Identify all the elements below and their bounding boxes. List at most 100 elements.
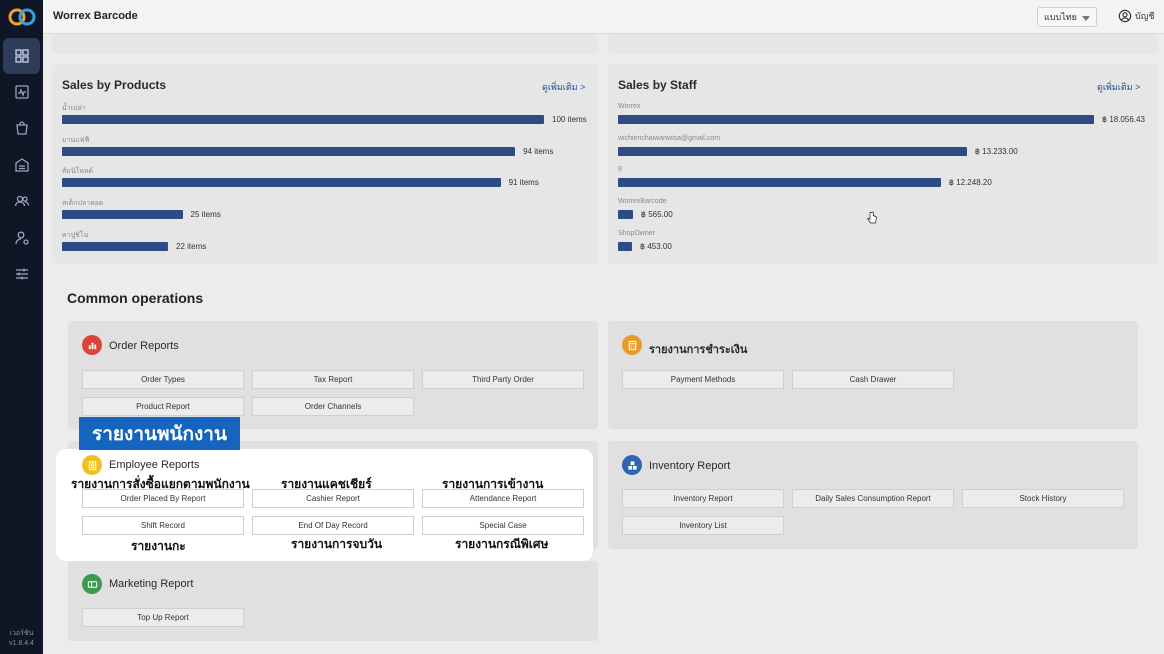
product-report-button[interactable]: Product Report	[82, 397, 244, 416]
user-gear-icon	[14, 231, 29, 245]
overlay-caption: รายงานการสั่งซื้อแยกตามพนักงาน	[71, 477, 250, 491]
sales-by-staff-see-more[interactable]: ดูเพิ่มเติม >	[1097, 82, 1141, 92]
product-value: 91 items	[508, 178, 539, 188]
staff-bar	[618, 178, 941, 188]
marketing-report-card	[68, 561, 598, 641]
staff-value: ฿ 13.233.00	[974, 146, 1018, 156]
staff-label: wichienchaiwanwisa@gmail.com	[618, 134, 721, 142]
overlay-caption: รายงานการเข้างาน	[442, 477, 544, 491]
staff-bar	[618, 210, 633, 220]
product-label: สเต็กปลาทอด	[62, 200, 104, 208]
overlay-caption: รายงานแคชเชียร์	[281, 477, 372, 491]
cash-drawer-button[interactable]: Cash Drawer	[792, 370, 954, 389]
overlay-caption: รายงานกรณีพิเศษ	[455, 537, 549, 551]
sales-by-staff-title: Sales by Staff	[618, 78, 697, 92]
staff-bar	[618, 241, 632, 251]
staff-value: ฿ 12.248.20	[948, 178, 992, 188]
daily-sales-consumption-report-button[interactable]: Daily Sales Consumption Report	[792, 489, 954, 508]
previous-card-right	[608, 34, 1158, 54]
product-bar	[62, 210, 183, 220]
stock-history-button[interactable]: Stock History	[962, 489, 1124, 508]
order-reports-title: Order Reports	[109, 340, 179, 352]
staff-value: ฿ 453.00	[640, 241, 672, 251]
order-placed-by-report-button[interactable]: Order Placed By Report	[82, 489, 244, 508]
staff-label: Worrex	[618, 103, 641, 110]
topbar: Worrex Barcode แบบไทย บัญชี	[43, 0, 1164, 34]
nav-staff[interactable]	[3, 220, 40, 256]
version-number: v1.8.4.4	[9, 640, 34, 647]
account-label: บัญชี	[1135, 11, 1155, 21]
end-of-day-record-button[interactable]: End Of Day Record	[252, 516, 414, 535]
overlay-banner: รายงานพนักงาน	[79, 417, 240, 450]
product-bar	[62, 146, 516, 156]
product-label: น้ำเปล่า	[62, 105, 86, 112]
staff-label: ShopOwner	[618, 229, 655, 237]
cashier-report-button[interactable]: Cashier Report	[252, 489, 414, 508]
order-channels-button[interactable]: Order Channels	[252, 397, 414, 416]
id-badge-icon	[82, 455, 102, 475]
inventory-report-title: Inventory Report	[649, 460, 731, 472]
language-select[interactable]: แบบไทย	[1037, 7, 1097, 27]
app-logo-icon	[8, 8, 36, 26]
warehouse-icon	[14, 158, 29, 172]
payment-reports-title: รายงานการชำระเงิน	[649, 344, 748, 356]
staff-value: ฿ 565.00	[640, 210, 673, 220]
staff-label: 9	[618, 166, 622, 174]
grid-icon	[14, 49, 29, 63]
nav-reports[interactable]	[3, 74, 40, 110]
sales-by-products-see-more[interactable]: ดูเพิ่มเติม >	[542, 82, 586, 92]
product-value: 100 items	[552, 115, 587, 124]
top-up-report-button[interactable]: Top Up Report	[82, 608, 244, 627]
product-bar	[62, 115, 544, 124]
app-title: Worrex Barcode	[53, 10, 138, 22]
staff-label: WorrexBarcode	[618, 198, 667, 206]
sales-by-products-title: Sales by Products	[62, 78, 167, 92]
nav-warehouse[interactable]	[3, 147, 40, 183]
staff-value: ฿ 18.056.43	[1102, 115, 1145, 124]
chart-bar-icon	[82, 335, 102, 355]
employee-reports-title: Employee Reports	[109, 459, 200, 471]
product-bar	[62, 178, 501, 188]
ticket-icon	[82, 574, 102, 594]
attendance-report-button[interactable]: Attendance Report	[422, 489, 584, 508]
order-types-button[interactable]: Order Types	[82, 370, 244, 389]
nav-orders[interactable]	[3, 110, 40, 146]
tax-report-button[interactable]: Tax Report	[252, 370, 414, 389]
previous-card-left	[52, 34, 598, 54]
product-label: คาปูชิโน่	[62, 231, 89, 239]
sliders-icon	[15, 268, 28, 280]
nav-settings[interactable]	[3, 256, 40, 292]
overlay-caption: รายงานการจบวัน	[291, 537, 383, 551]
product-label: บานแฟฟี	[62, 136, 90, 144]
third-party-order-button[interactable]: Third Party Order	[422, 370, 584, 389]
boxes-icon	[622, 455, 642, 475]
staff-bar	[618, 146, 967, 156]
sidebar: เวอร์ชัน v1.8.4.4	[0, 0, 43, 654]
payment-methods-button[interactable]: Payment Methods	[622, 370, 784, 389]
product-value: 94 items	[523, 146, 554, 156]
nav-customers[interactable]	[3, 183, 40, 219]
calculator-icon	[622, 335, 642, 355]
activity-icon	[14, 85, 29, 99]
hand-cursor-icon	[867, 211, 877, 224]
special-case-button[interactable]: Special Case	[422, 516, 584, 535]
chevron-down-icon	[1082, 16, 1090, 21]
sales-by-staff-card: Sales by Staff ดูเพิ่มเติม > Worrex ฿ 18.…	[608, 64, 1158, 264]
version-label: เวอร์ชัน	[9, 630, 34, 637]
marketing-report-title: Marketing Report	[109, 578, 194, 590]
nav-dashboard[interactable]	[3, 38, 40, 74]
overlay-caption: รายงานกะ	[131, 539, 186, 553]
product-bar	[62, 241, 169, 251]
account-button[interactable]: บัญชี	[1118, 9, 1155, 23]
product-label: ส้มนิโหลด์	[62, 168, 93, 176]
product-value: 25 items	[190, 210, 221, 220]
staff-bar	[618, 115, 1094, 124]
language-value: แบบไทย	[1044, 12, 1077, 22]
user-circle-icon	[1118, 9, 1132, 23]
inventory-list-button[interactable]: Inventory List	[622, 516, 784, 535]
users-icon	[14, 195, 29, 207]
sales-by-products-card: Sales by Products ดูเพิ่มเติม > น้ำเปล่า…	[52, 64, 598, 264]
shift-record-button[interactable]: Shift Record	[82, 516, 244, 535]
inventory-report-button[interactable]: Inventory Report	[622, 489, 784, 508]
bag-icon	[15, 121, 28, 135]
